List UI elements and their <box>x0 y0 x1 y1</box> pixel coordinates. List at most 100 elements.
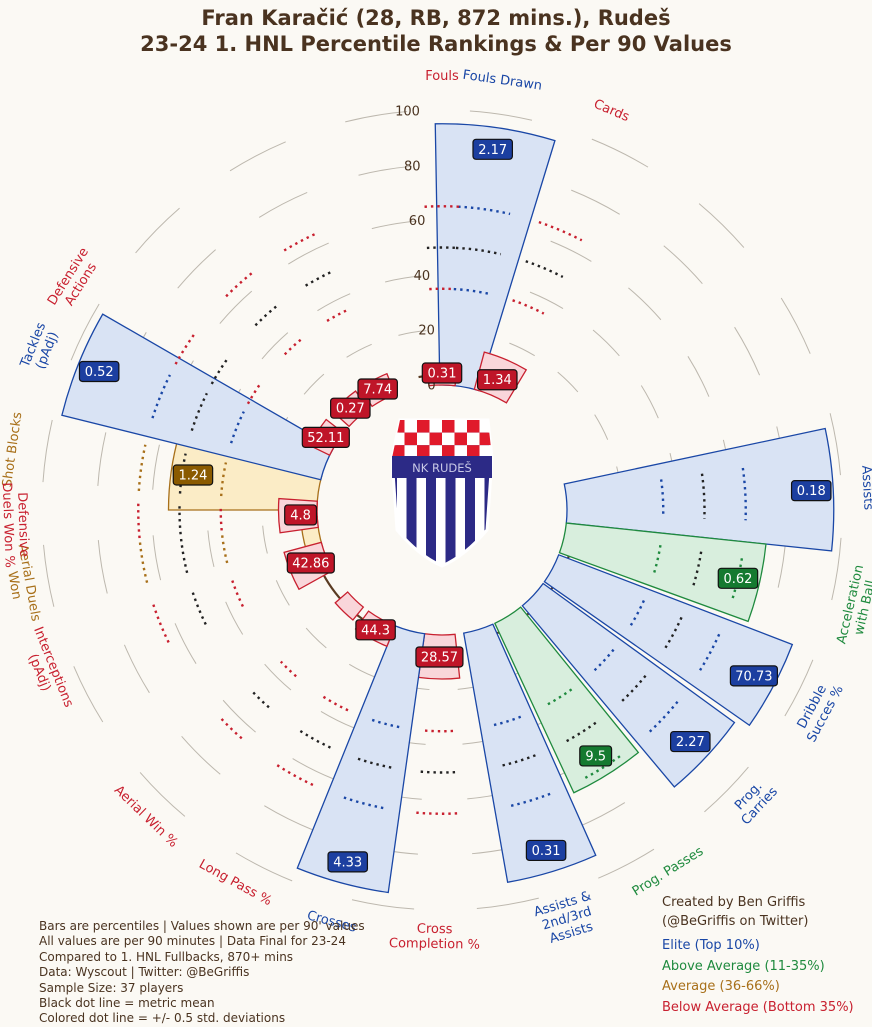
value-badge: 4.33 <box>328 852 367 872</box>
grid-arc <box>321 711 354 727</box>
credit: Created by Ben Griffis (@BeGriffis on Tw… <box>662 893 808 931</box>
note-line: Data: Wyscout | Twitter: @BeGriffis <box>39 965 365 980</box>
dot-line <box>281 662 296 677</box>
dot-line <box>277 765 313 785</box>
value-badge: 0.62 <box>718 568 757 588</box>
value-label: 0.31 <box>532 844 561 859</box>
value-badge: 70.73 <box>730 666 777 686</box>
dot-line <box>423 730 453 731</box>
grid-arc <box>264 806 312 830</box>
value-badge: 1.34 <box>478 370 517 390</box>
grid-arc <box>208 530 214 566</box>
note-line: Compared to 1. HNL Fullbacks, 870+ mins <box>39 950 365 965</box>
grid-arc <box>699 204 744 248</box>
dot-line <box>322 696 348 710</box>
legend-elite: Elite (Top 10%) <box>662 936 854 957</box>
note-line: Colored dot line = +/- 0.5 std. deviatio… <box>39 1011 365 1026</box>
crest-text: NK RUDEŠ <box>412 460 472 475</box>
value-badge: 7.74 <box>358 379 397 399</box>
grid-arc <box>98 540 107 593</box>
grid-arc <box>276 580 289 605</box>
dot-line <box>513 300 544 313</box>
value-label: 44.3 <box>361 623 390 638</box>
grid-arc <box>43 420 52 482</box>
grid-arc <box>735 327 760 375</box>
value-badge: 42.86 <box>287 553 334 573</box>
value-label: 0.27 <box>336 402 365 417</box>
value-badge: 9.5 <box>580 746 612 766</box>
dot-line <box>232 579 243 607</box>
value-label: 9.5 <box>585 749 606 764</box>
note-line: Black dot line = metric mean <box>39 996 365 1011</box>
grid-arc <box>153 445 160 490</box>
dot-line <box>539 222 582 240</box>
radial-tick-label: 60 <box>409 214 426 229</box>
value-badge: 1.24 <box>173 465 212 485</box>
metric-label: Prog. Passes <box>630 844 707 900</box>
dot-line <box>181 538 187 573</box>
note-line: Bars are percentiles | Values shown are … <box>39 919 365 934</box>
dot-line <box>138 503 139 538</box>
nk-rudes-crest-icon: NK RUDEŠ <box>392 420 492 568</box>
grid-arc <box>124 645 149 693</box>
grid-arc <box>262 333 288 359</box>
grid-arc <box>641 385 658 418</box>
grid-arc <box>577 803 625 828</box>
grid-arc <box>347 344 372 357</box>
value-badge: 2.27 <box>671 732 710 752</box>
note-line: All values are per 90 minutes | Data Fin… <box>39 934 365 949</box>
value-badge: 52.11 <box>302 427 349 447</box>
value-label: 52.11 <box>307 431 344 446</box>
dot-line <box>140 543 147 583</box>
grid-arc <box>263 526 268 554</box>
dot-line <box>193 592 206 625</box>
grid-arc <box>349 664 374 677</box>
grid-arc <box>317 294 350 311</box>
dot-line <box>327 309 349 321</box>
value-label: 0.52 <box>85 365 114 380</box>
dot-line <box>285 337 304 354</box>
grid-arc <box>571 190 619 214</box>
value-label: 2.17 <box>478 143 507 158</box>
grid-arc <box>352 900 414 909</box>
grid-arc <box>664 246 703 284</box>
grid-arc <box>259 192 307 217</box>
value-badge: 0.31 <box>422 363 461 383</box>
value-label: 4.33 <box>333 855 362 870</box>
metric-label: DefensiveDuels Won % <box>0 482 32 569</box>
dot-line <box>221 718 242 738</box>
metric-label: Shot Blocks <box>0 411 25 488</box>
grid-arc <box>230 142 286 171</box>
grid-arc <box>288 243 328 264</box>
grid-arc <box>153 535 161 580</box>
grid-arc <box>558 372 578 392</box>
value-label: 0.62 <box>723 572 752 587</box>
dot-line <box>300 731 331 748</box>
value-badge: 0.52 <box>79 361 118 381</box>
dot-line <box>153 605 168 643</box>
chart-notes: Bars are percentiles | Values shown are … <box>39 919 365 1027</box>
grid-arc <box>265 664 291 690</box>
dot-line <box>251 690 269 707</box>
value-badge: 0.31 <box>526 840 565 860</box>
legend-average: Average (36-66%) <box>662 977 854 998</box>
dot-line <box>180 504 181 534</box>
radial-tick-label: 20 <box>418 324 435 339</box>
grid-arc <box>220 291 252 323</box>
value-label: 2.27 <box>676 735 705 750</box>
grid-arc <box>470 111 532 120</box>
metric-label: Accelerationwith Ball <box>834 563 872 648</box>
legend-above-average: Above Average (11-35%) <box>662 957 854 978</box>
radial-tick-label: 40 <box>414 269 431 284</box>
metric-label: Assists &2nd/3rdAssists <box>532 889 602 949</box>
metric-label: Aerial Win % <box>111 783 181 851</box>
metric-label: Interceptions(pAdj) <box>16 625 76 716</box>
grid-arc <box>530 292 563 308</box>
value-label: 0.31 <box>428 367 457 382</box>
note-line: Sample Size: 37 players <box>39 981 365 996</box>
dot-line <box>420 772 455 773</box>
grid-arc <box>598 849 654 878</box>
grid-arc <box>226 602 243 635</box>
